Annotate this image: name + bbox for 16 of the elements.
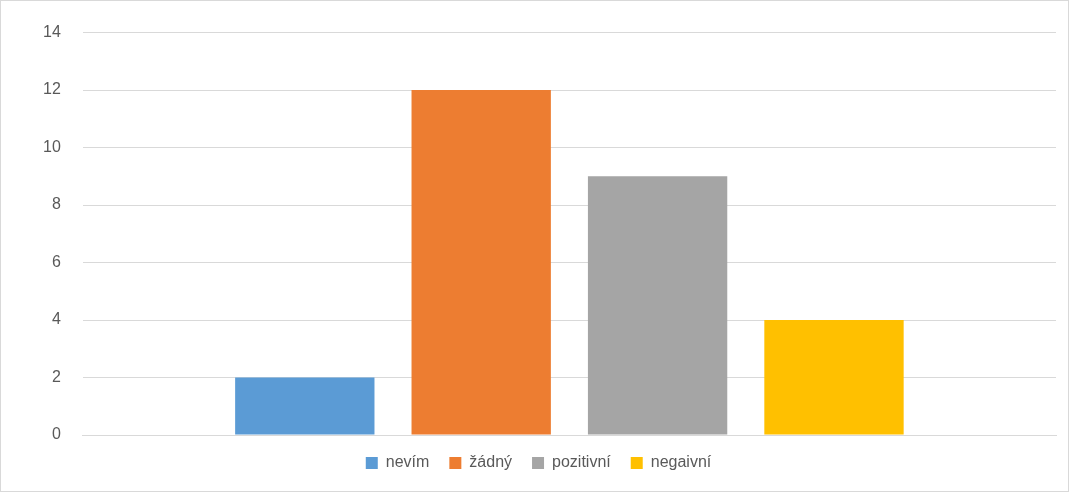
legend-label: žádný xyxy=(469,453,513,471)
legend-label: pozitivní xyxy=(552,453,612,471)
y-tick-label: 10 xyxy=(43,137,61,155)
legend-label: nevím xyxy=(385,453,430,471)
legend-label: negaivní xyxy=(650,453,712,471)
bar xyxy=(764,320,904,435)
y-tick-label: 14 xyxy=(43,23,61,41)
y-tick-label: 2 xyxy=(51,367,61,385)
bar xyxy=(587,176,728,435)
y-tick-label: 12 xyxy=(43,80,61,98)
y-tick-label: 8 xyxy=(51,195,61,213)
bar xyxy=(235,377,375,435)
y-tick-label: 0 xyxy=(51,425,61,443)
bar xyxy=(411,90,551,435)
y-tick-label: 4 xyxy=(51,310,61,328)
y-tick-label: 6 xyxy=(51,252,61,270)
